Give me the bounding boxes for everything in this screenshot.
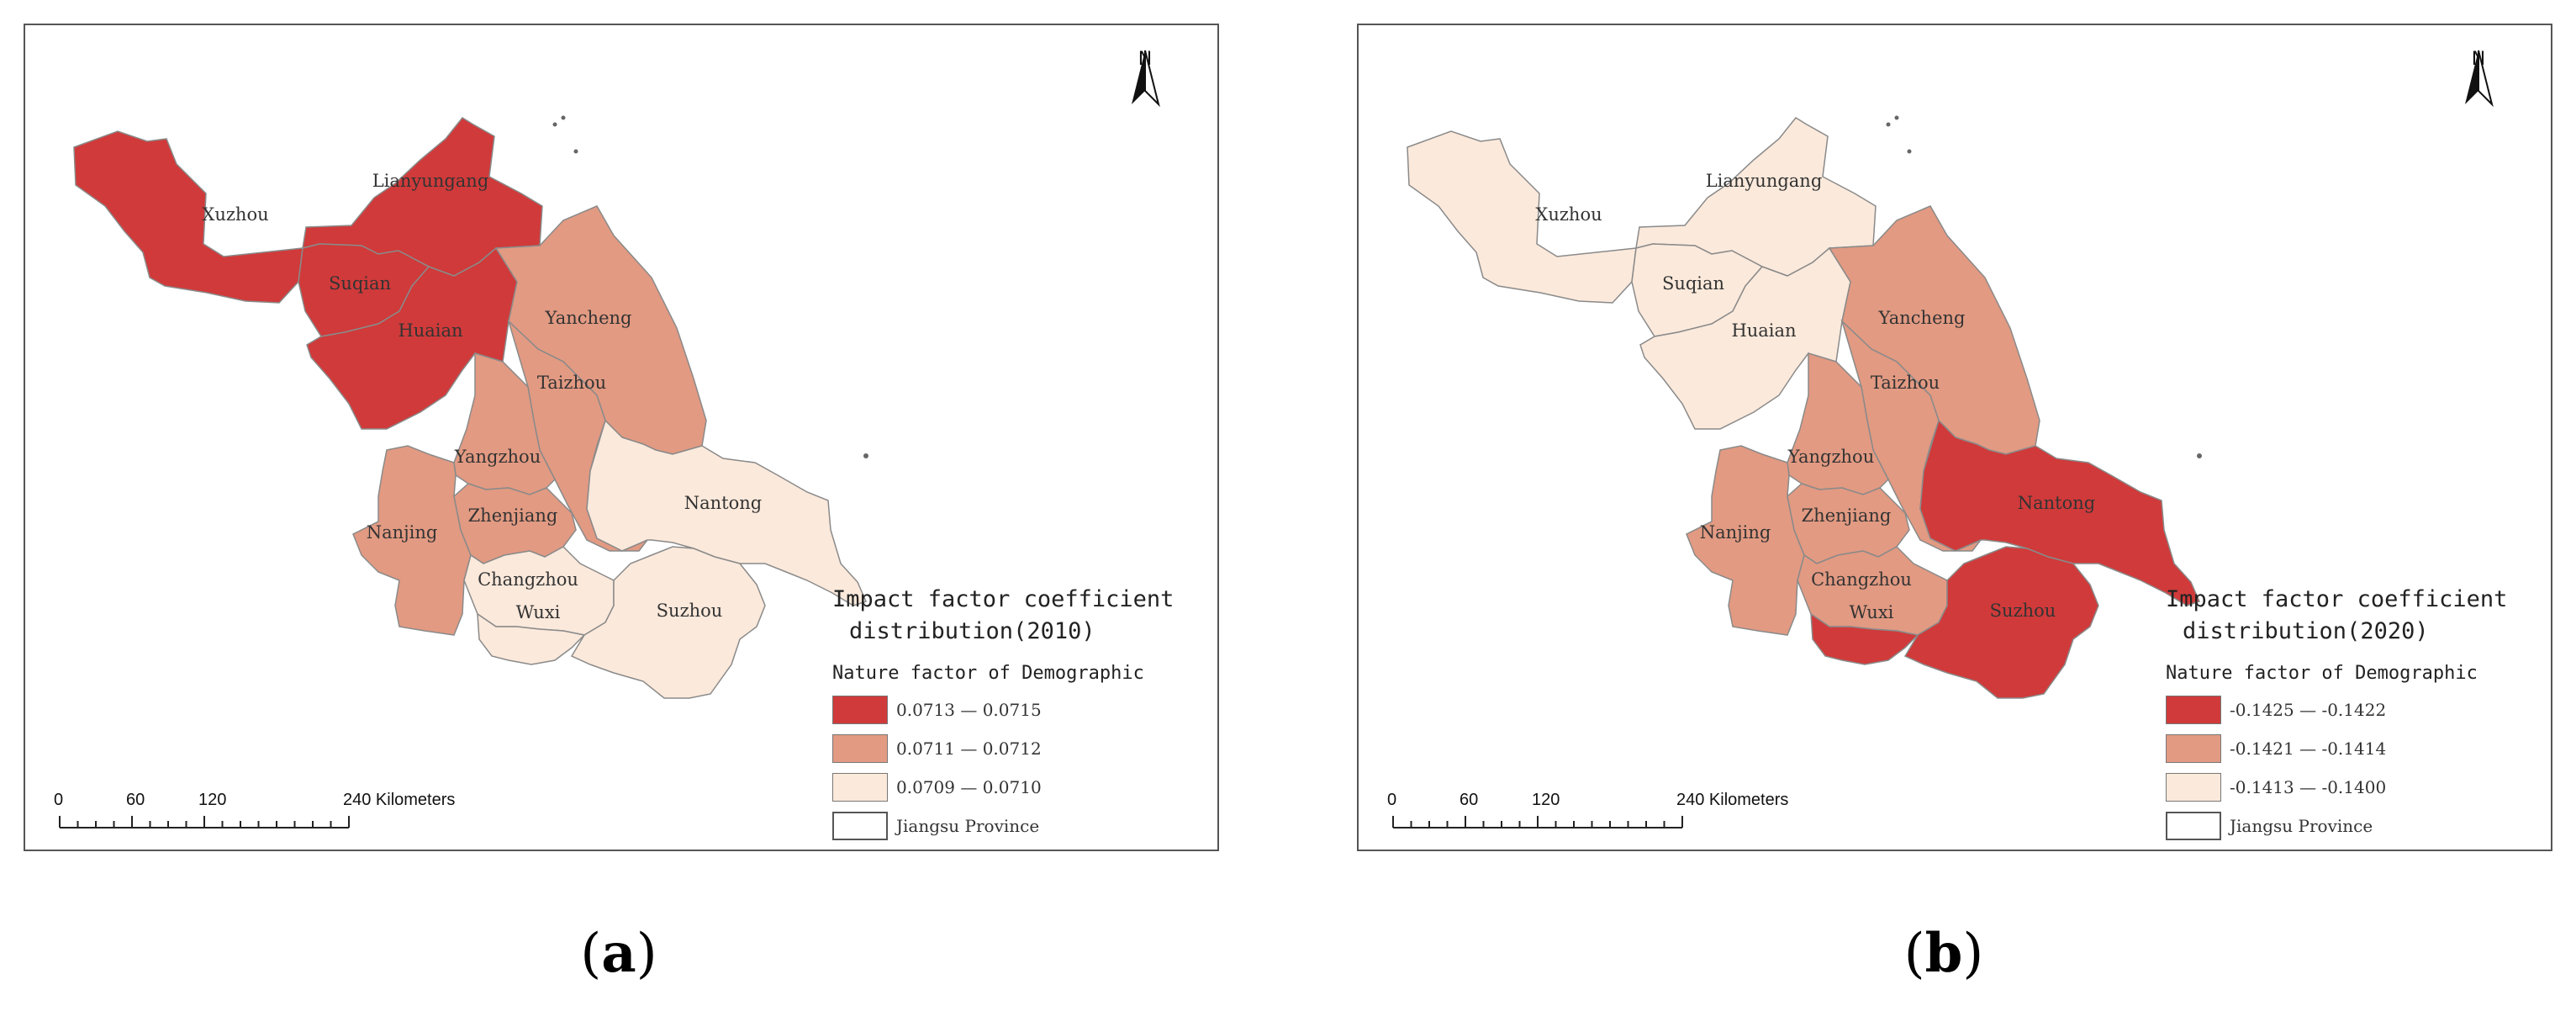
- map-title-line1: Impact factor coefficient: [2166, 586, 2508, 612]
- caption-a: (a): [580, 922, 657, 985]
- legend-label: Jiangsu Province: [896, 816, 1040, 836]
- city-label-zhenjiang: Zhenjiang: [468, 506, 558, 526]
- island-marker: [573, 149, 578, 154]
- legend-item: Jiangsu Province: [832, 811, 1039, 841]
- region-wuxi: [477, 612, 586, 665]
- legend-item: 0.0713 — 0.0715: [832, 695, 1042, 725]
- scale-tick-label: 240 Kilometers: [1676, 791, 1789, 809]
- city-label-yancheng: Yancheng: [1878, 308, 1966, 328]
- city-label-suzhou: Suzhou: [657, 601, 723, 621]
- map-title-line2: distribution(2010): [849, 618, 1095, 644]
- scale-tick-label: 0: [1387, 791, 1397, 809]
- city-label-changzhou: Changzhou: [478, 569, 578, 590]
- scale-bar: 0 60 120 240 Kilometers: [1387, 791, 1788, 841]
- island-marker: [1907, 149, 1912, 154]
- legend-subtitle: Nature factor of Demographic: [832, 663, 1144, 684]
- jiangsu-map: Xuzhou Lianyungang Suqian Huaian Yancheng Tai…: [73, 115, 868, 699]
- scale-tick-label: 0: [54, 791, 64, 809]
- north-arrow-icon: N: [2462, 49, 2495, 133]
- region-suzhou: [1903, 546, 2099, 699]
- legend-item: -0.1421 — -0.1414: [2166, 733, 2386, 764]
- legend-swatch: [2166, 734, 2221, 763]
- city-label-suzhou: Suzhou: [1990, 601, 2056, 621]
- island-marker: [552, 122, 557, 127]
- legend-label: 0.0713 — 0.0715: [896, 700, 1042, 720]
- region-nantong: [586, 419, 868, 606]
- scale-bar-ruler: [1392, 816, 1683, 828]
- city-label-taizhou: Taizhou: [537, 373, 606, 393]
- scale-bar: 0 60 120 240 Kilometers: [54, 791, 455, 841]
- legend-item: -0.1413 — -0.1400: [2166, 772, 2386, 802]
- legend-label: -0.1421 — -0.1414: [2230, 738, 2387, 759]
- caption-letter: b: [1924, 922, 1963, 985]
- city-label-lianyungang: Lianyungang: [1706, 171, 1823, 191]
- legend-label: 0.0709 — 0.0710: [896, 777, 1042, 797]
- scale-tick-label: 120: [1532, 791, 1560, 809]
- map-panel-a: Xuzhou Lianyungang Suqian Huaian Yancheng Tai…: [24, 24, 1219, 851]
- legend-item: 0.0711 — 0.0712: [832, 733, 1042, 764]
- city-label-yangzhou: Yangzhou: [1787, 447, 1874, 467]
- island-marker: [863, 453, 868, 458]
- caption-letter: a: [601, 922, 636, 985]
- scale-bar-ruler: [59, 816, 350, 828]
- legend-swatch: [2166, 696, 2221, 724]
- legend-item: -0.1425 — -0.1422: [2166, 695, 2386, 725]
- map-title: Impact factor coefficient distribution(20…: [2166, 584, 2507, 648]
- legend-swatch: [832, 773, 888, 802]
- region-wuxi: [1810, 612, 1919, 665]
- caption-b: (b): [1903, 922, 1984, 985]
- city-label-yangzhou: Yangzhou: [454, 447, 541, 467]
- map-title-line2: distribution(2020): [2183, 618, 2429, 644]
- city-label-xuzhou: Xuzhou: [1535, 204, 1602, 225]
- city-label-suqian: Suqian: [329, 273, 391, 294]
- legend-item: 0.0709 — 0.0710: [832, 772, 1042, 802]
- region-suzhou: [570, 546, 766, 699]
- legend-item: Jiangsu Province: [2166, 811, 2373, 841]
- map-title: Impact factor coefficient distribution(20…: [832, 584, 1174, 648]
- city-label-huaian: Huaian: [1731, 320, 1796, 341]
- city-label-lianyungang: Lianyungang: [372, 171, 489, 191]
- city-label-suqian: Suqian: [1662, 273, 1724, 294]
- legend-label: Jiangsu Province: [2230, 816, 2373, 836]
- legend-label: -0.1425 — -0.1422: [2230, 700, 2387, 720]
- city-label-nanjing: Nanjing: [367, 522, 438, 543]
- legend-swatch: [2166, 773, 2221, 802]
- scale-tick-label: 240 Kilometers: [343, 791, 456, 809]
- city-label-wuxi: Wuxi: [516, 602, 561, 622]
- city-label-taizhou: Taizhou: [1871, 373, 1940, 393]
- island-marker: [1894, 115, 1899, 120]
- city-label-huaian: Huaian: [398, 320, 462, 341]
- region-nanjing: [1686, 445, 1805, 636]
- city-label-yancheng: Yancheng: [545, 308, 632, 328]
- island-marker: [2197, 453, 2202, 458]
- city-label-nantong: Nantong: [684, 493, 762, 513]
- scale-tick-label: 60: [126, 791, 145, 809]
- north-arrow-icon: N: [1128, 49, 1162, 133]
- island-marker: [1886, 122, 1891, 127]
- map-panel-b: Xuzhou Lianyungang Suqian Huaian Yancheng Tai…: [1357, 24, 2552, 851]
- region-nantong: [1919, 419, 2201, 606]
- legend-subtitle: Nature factor of Demographic: [2166, 663, 2478, 684]
- city-label-xuzhou: Xuzhou: [202, 204, 268, 225]
- city-label-wuxi: Wuxi: [1850, 602, 1894, 622]
- legend-swatch: [2166, 812, 2221, 840]
- jiangsu-map: Xuzhou Lianyungang Suqian Huaian Yancheng Tai…: [1407, 115, 2202, 699]
- legend-swatch: [832, 696, 888, 724]
- island-marker: [561, 115, 566, 120]
- city-label-zhenjiang: Zhenjiang: [1802, 506, 1892, 526]
- legend-label: -0.1413 — -0.1400: [2230, 777, 2387, 797]
- map-title-line1: Impact factor coefficient: [832, 586, 1175, 612]
- scale-tick-label: 60: [1460, 791, 1479, 809]
- region-nanjing: [352, 445, 472, 636]
- city-label-nantong: Nantong: [2018, 493, 2095, 513]
- legend-swatch: [832, 812, 888, 840]
- city-label-changzhou: Changzhou: [1811, 569, 1912, 590]
- scale-tick-label: 120: [198, 791, 227, 809]
- city-label-nanjing: Nanjing: [1700, 522, 1771, 543]
- legend-label: 0.0711 — 0.0712: [896, 738, 1042, 759]
- legend-swatch: [832, 734, 888, 763]
